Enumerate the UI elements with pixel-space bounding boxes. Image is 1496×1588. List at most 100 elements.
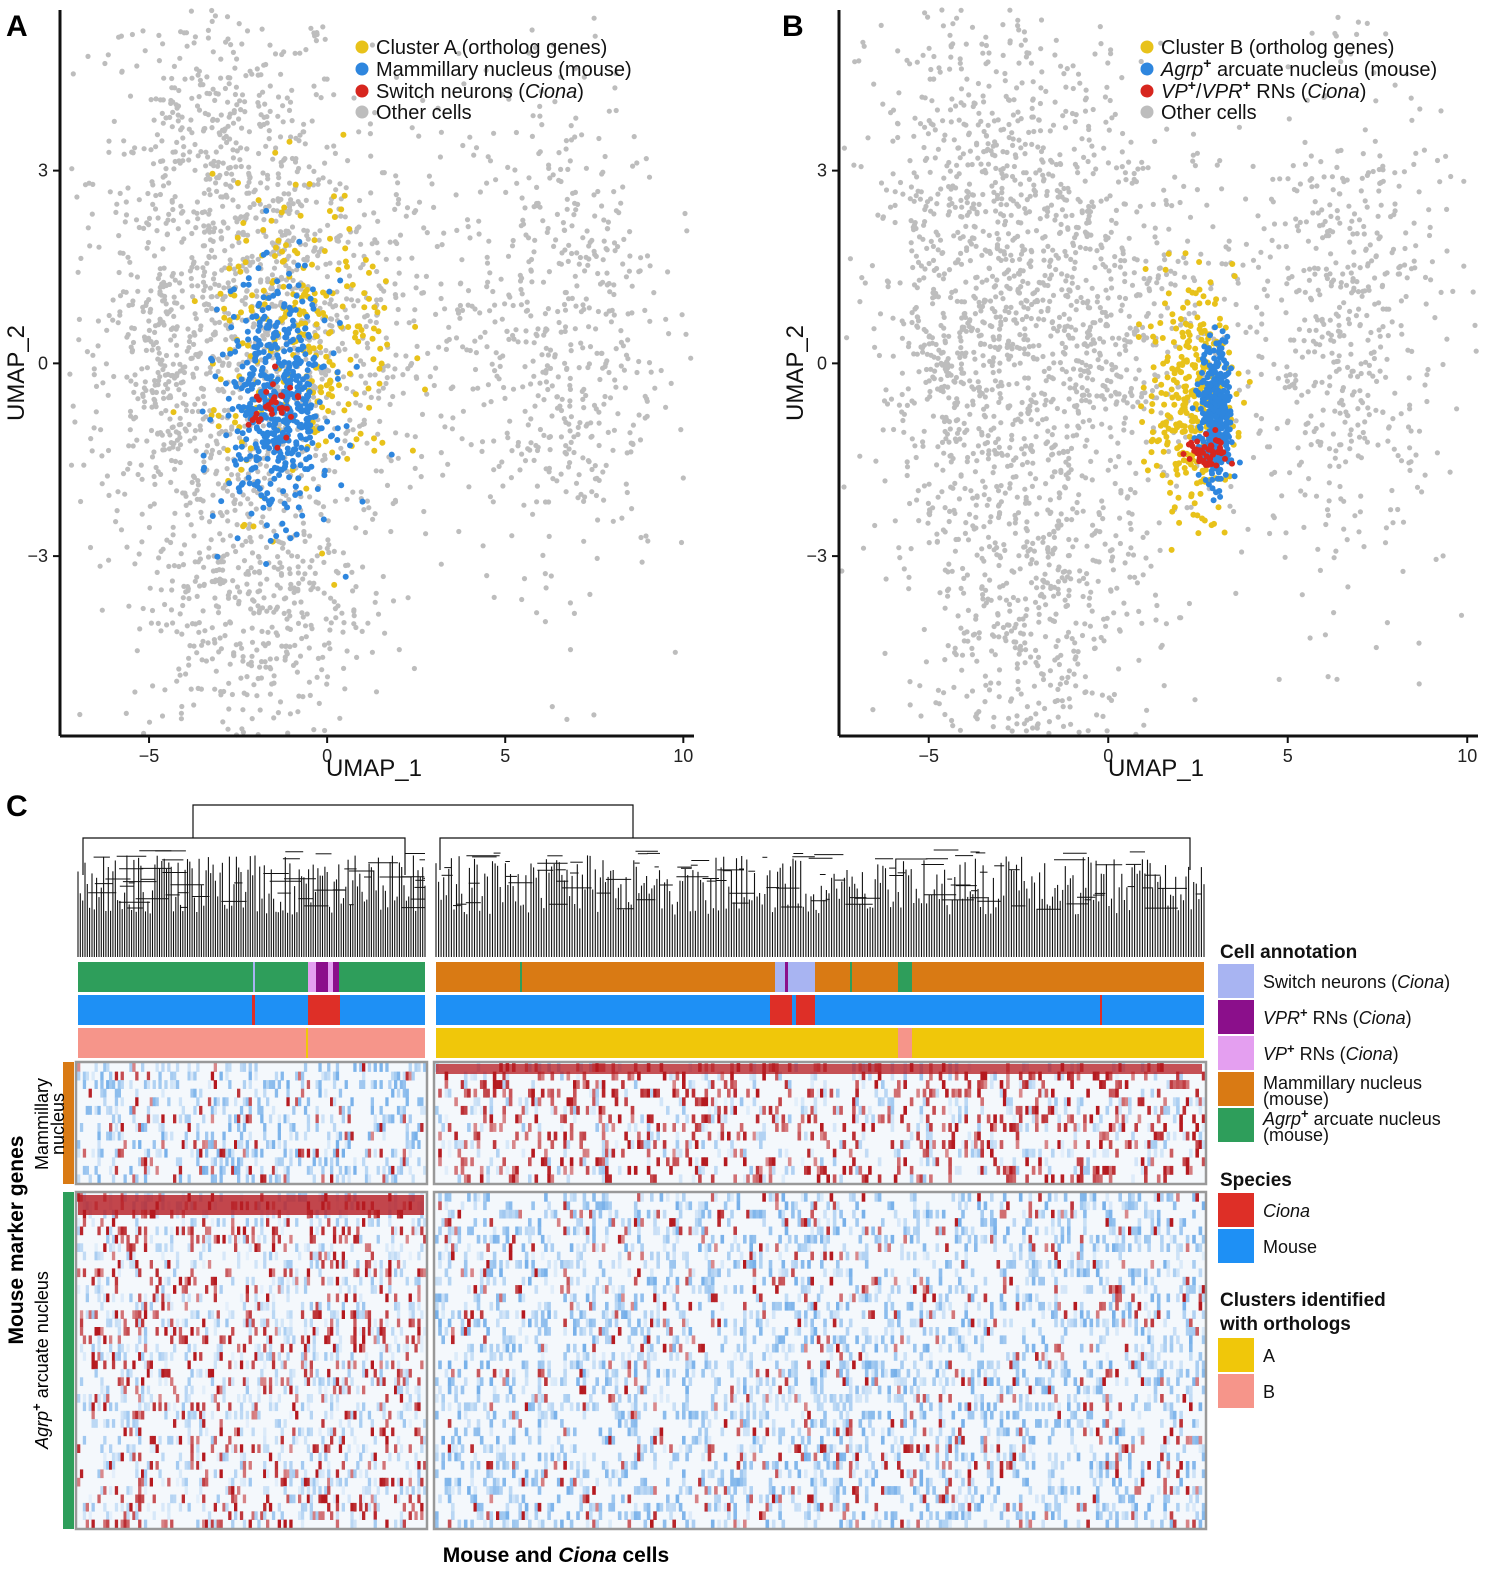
other-cell-point [273,606,279,612]
other-cell-point [549,383,555,389]
other-cell-point [189,479,195,485]
other-cell-point [568,439,574,445]
other-cell-point [324,674,331,680]
other-cell-point [1018,284,1024,290]
other-cell-point [143,347,149,353]
other-cell-point [192,621,199,627]
other-cell-point [505,164,511,170]
series-point [276,472,283,478]
other-cell-point [989,273,996,279]
other-cell-point [126,443,132,449]
other-cell-point [168,457,175,464]
series-point [270,381,276,388]
series-point [313,333,320,340]
other-cell-point [913,225,919,232]
other-cell-point [111,118,117,124]
other-cell-point [180,152,186,158]
other-cell-point [904,459,910,465]
series-point [370,356,377,363]
other-cell-point [986,50,992,56]
other-cell-point [1021,436,1027,442]
other-cell-point [1071,146,1077,152]
other-cell-point [1108,393,1114,399]
other-cell-point [1059,287,1065,293]
series-point [301,384,308,391]
other-cell-point [434,243,440,250]
other-cell-point [97,563,103,569]
other-cell-point [164,622,170,628]
other-cell-point [259,628,265,635]
other-cell-point [563,451,570,457]
other-cell-point [1239,549,1245,555]
other-cell-point [171,166,177,172]
other-cell-point [178,210,185,216]
other-cell-point [969,645,975,652]
other-cell-point [996,694,1002,700]
other-cell-point [572,273,578,279]
other-cell-point [485,382,491,388]
other-cell-point [343,185,349,191]
other-cell-point [200,294,206,300]
other-cell-point [976,201,982,207]
other-cell-point [534,200,540,207]
other-cell-point [620,343,627,349]
other-cell-point [400,292,406,298]
other-cell-point [183,407,189,414]
series-point [250,381,257,388]
other-cell-point [232,507,238,513]
other-cell-point [155,431,161,437]
other-cell-point [214,188,220,194]
other-cell-point [1011,273,1017,279]
other-cell-point [161,297,168,303]
other-cell-point [913,454,919,461]
series-point [375,328,382,335]
other-cell-point [601,497,607,503]
other-cell-point [174,629,180,635]
other-cell-point [562,324,569,330]
other-cell-point [238,214,244,220]
other-cell-point [457,315,463,321]
other-cell-point [946,395,952,401]
other-cell-point [277,585,283,591]
other-cell-point [1061,381,1067,387]
other-cell-point [959,667,965,673]
other-cell-point [958,625,964,631]
other-cell-point [177,442,184,448]
series-point [303,396,310,403]
other-cell-point [126,603,132,609]
other-cell-point [265,332,271,338]
other-cell-point [1056,323,1062,329]
other-cell-point [490,499,496,505]
other-cell-point [372,372,378,378]
other-cell-point [225,518,231,524]
other-cell-point [412,465,418,471]
other-cell-point [227,619,233,625]
other-cell-point [307,533,313,539]
other-cell-point [922,124,928,130]
other-cell-point [237,98,243,104]
other-cell-point [319,376,325,382]
other-cell-point [981,492,987,498]
other-cell-point [212,686,218,692]
other-cell-point [627,229,633,235]
other-cell-point [932,127,938,133]
other-cell-point [156,32,162,39]
other-cell-point [336,260,342,266]
series-point [376,380,383,387]
other-cell-point [259,26,265,32]
other-cell-point [216,567,222,573]
series-point [240,220,247,226]
other-cell-point [241,558,248,564]
other-cell-point [321,590,327,596]
other-cell-point [393,352,399,358]
other-cell-point [227,136,233,142]
other-cell-point [297,50,303,56]
other-cell-point [899,318,905,324]
other-cell-point [196,94,202,100]
other-cell-point [311,727,317,733]
other-cell-point [275,181,281,188]
other-cell-point [545,306,552,312]
other-cell-point [213,180,219,186]
other-cell-point [1025,385,1031,391]
other-cell-point [1113,401,1119,407]
